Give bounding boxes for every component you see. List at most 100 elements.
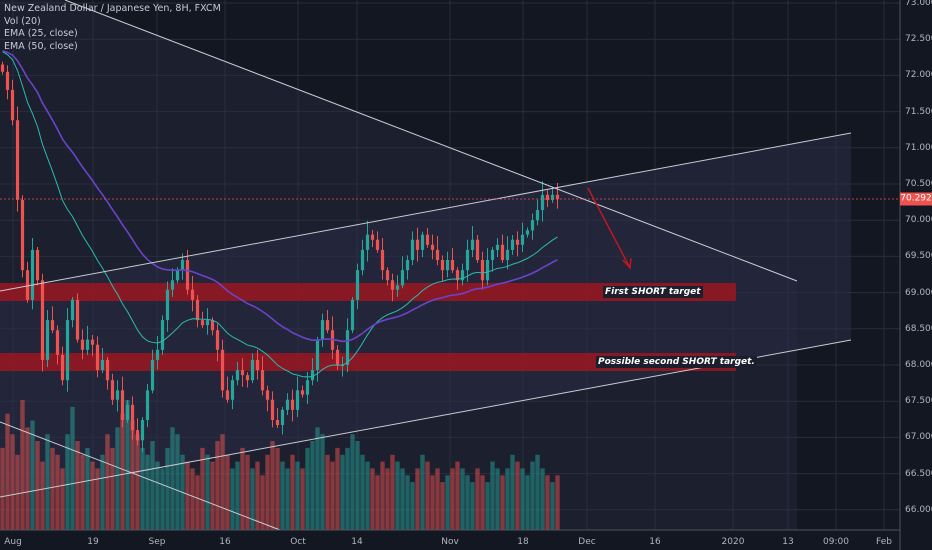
volume-bar: [495, 468, 500, 530]
price-tick-label: 66.000: [905, 504, 932, 515]
descending-trendline[interactable]: [64, 0, 798, 282]
ema25-indicator-label[interactable]: EMA (25, close): [4, 28, 78, 39]
candle-body: [245, 375, 250, 381]
candle-body: [140, 420, 145, 441]
candle-body: [155, 349, 160, 360]
descending-trendline-lower[interactable]: [0, 421, 281, 531]
volume-bar: [160, 468, 165, 530]
candle: [545, 190, 550, 208]
candle: [250, 353, 255, 384]
volume-bar: [505, 468, 510, 530]
candle: [390, 273, 395, 302]
volume-bar: [375, 475, 380, 530]
wedge-fill: [0, 0, 797, 530]
volume-bar: [155, 461, 160, 530]
volume-bar: [90, 461, 95, 530]
candle-body: [360, 249, 365, 271]
volume-bar: [120, 413, 125, 530]
candle: [280, 406, 285, 435]
candle-body: [80, 339, 85, 350]
volume-bar: [545, 475, 550, 530]
candle: [25, 261, 30, 303]
time-tick-label: 16: [649, 537, 661, 547]
volume-bars: [0, 400, 560, 530]
candle: [55, 325, 60, 365]
candle: [150, 349, 155, 394]
zone-2-label: Possible second SHORT target.: [596, 356, 757, 368]
volume-bar: [195, 475, 200, 530]
candle: [125, 400, 130, 423]
volume-bar: [55, 454, 60, 530]
volume-bar: [170, 427, 175, 530]
volume-bar: [80, 454, 85, 530]
candle: [235, 361, 240, 386]
short-target-zone-1[interactable]: [0, 283, 736, 301]
candle: [465, 239, 470, 282]
candle-body: [385, 270, 390, 281]
candle-body: [425, 234, 430, 245]
price-tick-label: 72.000: [905, 70, 932, 81]
candle: [290, 389, 295, 422]
volume-bar: [500, 475, 505, 530]
short-arrow[interactable]: [587, 187, 632, 270]
candle: [395, 275, 400, 297]
volume-bar: [175, 434, 180, 530]
candle: [110, 373, 115, 405]
candle: [520, 222, 525, 253]
candle: [550, 186, 555, 203]
candle: [270, 391, 275, 428]
candle-body: [380, 249, 385, 271]
volume-bar: [280, 461, 285, 530]
candle-body: [5, 71, 10, 90]
candle-body: [0, 64, 5, 72]
short-target-zone-2[interactable]: [0, 353, 736, 371]
candle: [120, 376, 125, 428]
candle: [60, 346, 65, 386]
volume-bar: [65, 434, 70, 530]
volume-bar: [285, 468, 290, 530]
price-tick-label: 73.000: [905, 0, 932, 8]
price-tick-label: 72.500: [905, 34, 932, 45]
candle-body: [235, 370, 240, 381]
symbol-title[interactable]: New Zealand Dollar / Japanese Yen, 8H, F…: [4, 3, 221, 14]
volume-bar: [110, 447, 115, 530]
time-tick-label: Dec: [578, 537, 596, 547]
candle: [165, 281, 170, 332]
volume-bar: [485, 482, 490, 530]
candle-body: [320, 320, 325, 340]
candle: [260, 356, 265, 396]
candle-body: [265, 390, 270, 400]
candle: [245, 372, 250, 388]
candle-body: [225, 390, 230, 400]
candle-body: [440, 260, 445, 271]
candle-body: [30, 249, 35, 300]
volume-indicator-label[interactable]: Vol (20): [4, 15, 41, 27]
candle-body: [510, 239, 515, 250]
candle: [95, 336, 100, 378]
upper-trendline[interactable]: [0, 132, 852, 292]
candle-body: [295, 390, 300, 410]
candle: [355, 263, 360, 310]
candle-body: [435, 249, 440, 261]
volume-bar: [510, 454, 515, 530]
volume-bar: [555, 475, 560, 530]
candle-body: [515, 239, 520, 245]
volume-bar: [85, 447, 90, 530]
candle-body: [355, 270, 360, 300]
candle: [345, 318, 350, 373]
volume-bar: [25, 427, 30, 530]
candle: [420, 231, 425, 258]
candle: [425, 228, 430, 248]
price-tick-label: 71.500: [905, 106, 932, 117]
price-tick-label: 69.000: [905, 287, 932, 298]
candle-body: [470, 239, 475, 250]
volume-bar: [390, 454, 395, 530]
candle-body: [35, 249, 40, 281]
volume-bar: [475, 468, 480, 530]
candle-body: [405, 260, 410, 271]
volume-bar: [310, 441, 315, 530]
candle: [370, 229, 375, 247]
candle-body: [465, 249, 470, 271]
ema50-indicator-label[interactable]: EMA (50, close): [4, 40, 78, 52]
